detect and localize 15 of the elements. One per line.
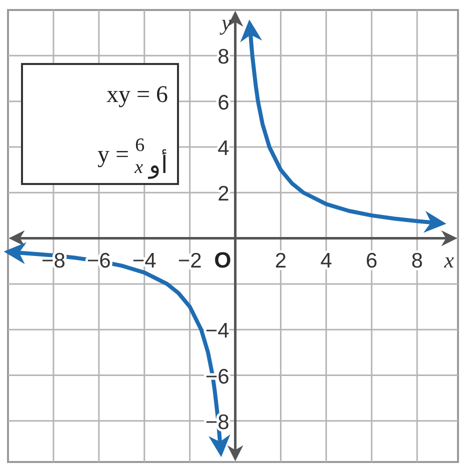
x-tick-label: 4 xyxy=(320,249,332,272)
annotation: O xyxy=(214,247,232,272)
y-tick-label: 2 xyxy=(218,182,230,206)
x-tick-label: −2 xyxy=(178,249,202,272)
x-tick-label: 2 xyxy=(274,249,287,272)
y-tick-label: −4 xyxy=(205,320,230,343)
y-tick-label: 8 xyxy=(218,46,230,69)
x-tick-label: −4 xyxy=(132,249,157,272)
y-axis-title: y xyxy=(220,10,232,35)
y-tick-label: 4 xyxy=(218,136,230,160)
annotation: xy = 6 xyxy=(106,82,168,108)
y-tick-label: 6 xyxy=(218,91,230,114)
x-tick-label: 6 xyxy=(366,249,378,272)
x-tick-label: 8 xyxy=(411,249,423,272)
x-axis-title: x xyxy=(443,247,454,272)
